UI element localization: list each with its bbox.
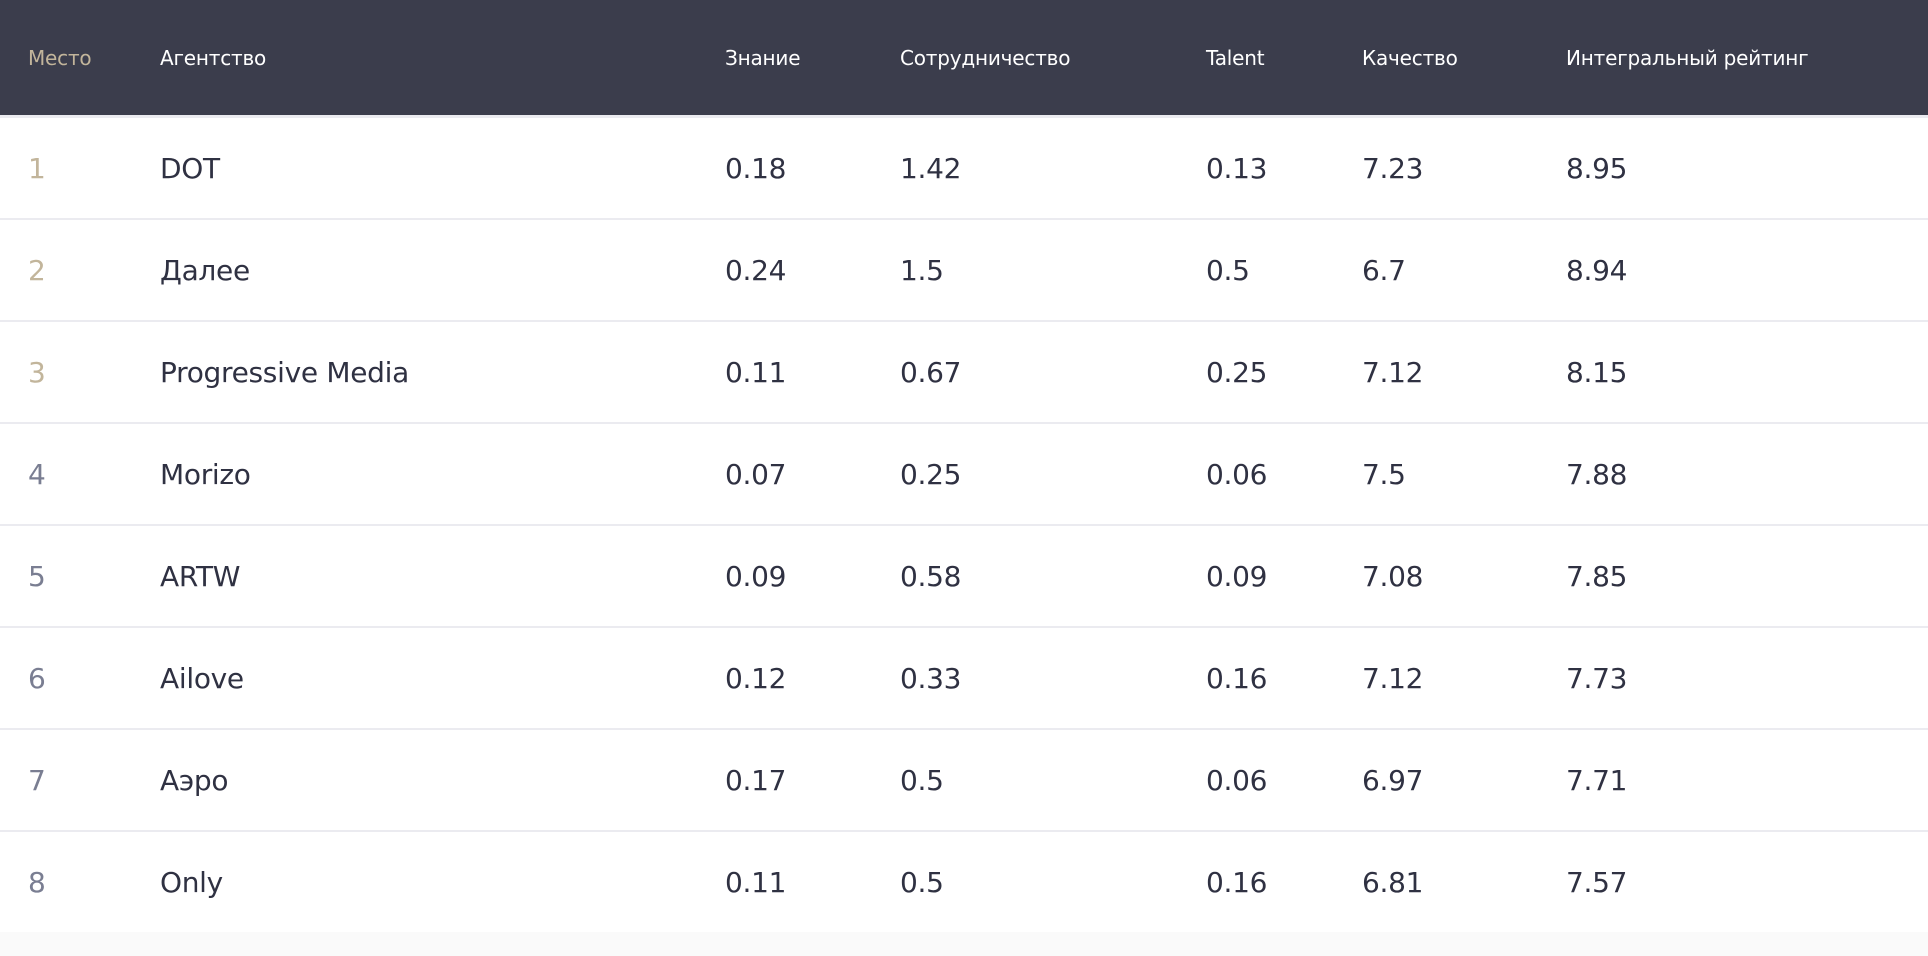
knowledge-cell: 0.11 <box>725 355 787 389</box>
table-row[interactable]: 1 DOT 0.18 1.42 0.13 7.23 8.95 <box>0 118 1928 220</box>
quality-cell: 7.23 <box>1362 151 1424 185</box>
column-header-knowledge[interactable]: Знание <box>725 45 801 70</box>
column-header-cooperation[interactable]: Сотрудничество <box>900 45 1071 70</box>
talent-cell: 0.06 <box>1206 763 1268 797</box>
table-row[interactable]: 3 Progressive Media 0.11 0.67 0.25 7.12 … <box>0 322 1928 424</box>
integral-rating-cell: 7.85 <box>1566 559 1628 593</box>
quality-cell: 7.12 <box>1362 661 1424 695</box>
table-body: 1 DOT 0.18 1.42 0.13 7.23 8.95 2 Далее 0… <box>0 118 1928 932</box>
cooperation-cell: 0.33 <box>900 661 962 695</box>
rank-cell: 8 <box>28 865 46 899</box>
agency-cell: Only <box>160 865 223 899</box>
column-header-integral-rating[interactable]: Интегральный рейтинг <box>1566 45 1809 70</box>
integral-rating-cell: 8.94 <box>1566 253 1628 287</box>
quality-cell: 7.08 <box>1362 559 1424 593</box>
quality-cell: 7.12 <box>1362 355 1424 389</box>
integral-rating-cell: 7.88 <box>1566 457 1628 491</box>
table-row[interactable]: 8 Only 0.11 0.5 0.16 6.81 7.57 <box>0 832 1928 932</box>
quality-cell: 6.7 <box>1362 253 1406 287</box>
integral-rating-cell: 7.57 <box>1566 865 1628 899</box>
table-header: Место Агентство Знание Сотрудничество Ta… <box>0 0 1928 118</box>
integral-rating-cell: 7.73 <box>1566 661 1628 695</box>
talent-cell: 0.16 <box>1206 865 1268 899</box>
table-row[interactable]: 6 Ailove 0.12 0.33 0.16 7.12 7.73 <box>0 628 1928 730</box>
agency-cell: Morizo <box>160 457 251 491</box>
talent-cell: 0.16 <box>1206 661 1268 695</box>
integral-rating-cell: 8.15 <box>1566 355 1628 389</box>
knowledge-cell: 0.18 <box>725 151 787 185</box>
table-row[interactable]: 2 Далее 0.24 1.5 0.5 6.7 8.94 <box>0 220 1928 322</box>
column-header-quality[interactable]: Качество <box>1362 45 1458 70</box>
quality-cell: 6.97 <box>1362 763 1424 797</box>
talent-cell: 0.09 <box>1206 559 1268 593</box>
rank-cell: 7 <box>28 763 46 797</box>
agency-cell: Ailove <box>160 661 244 695</box>
column-header-talent[interactable]: Talent <box>1206 45 1265 70</box>
cooperation-cell: 1.5 <box>900 253 944 287</box>
rank-cell: 3 <box>28 355 46 389</box>
rank-cell: 2 <box>28 253 46 287</box>
knowledge-cell: 0.11 <box>725 865 787 899</box>
knowledge-cell: 0.07 <box>725 457 787 491</box>
column-header-rank[interactable]: Место <box>28 45 92 70</box>
table-row[interactable]: 7 Аэро 0.17 0.5 0.06 6.97 7.71 <box>0 730 1928 832</box>
table-row[interactable]: 5 ARTW 0.09 0.58 0.09 7.08 7.85 <box>0 526 1928 628</box>
knowledge-cell: 0.12 <box>725 661 787 695</box>
cooperation-cell: 0.67 <box>900 355 962 389</box>
talent-cell: 0.13 <box>1206 151 1268 185</box>
column-header-agency[interactable]: Агентство <box>160 45 267 70</box>
cooperation-cell: 1.42 <box>900 151 962 185</box>
rank-cell: 5 <box>28 559 46 593</box>
table-row[interactable]: 4 Morizo 0.07 0.25 0.06 7.5 7.88 <box>0 424 1928 526</box>
agency-cell: Далее <box>160 253 250 287</box>
agency-cell: DOT <box>160 151 220 185</box>
ratings-table: Место Агентство Знание Сотрудничество Ta… <box>0 0 1928 932</box>
rank-cell: 6 <box>28 661 46 695</box>
knowledge-cell: 0.24 <box>725 253 787 287</box>
integral-rating-cell: 8.95 <box>1566 151 1628 185</box>
quality-cell: 7.5 <box>1362 457 1406 491</box>
cooperation-cell: 0.5 <box>900 865 944 899</box>
cooperation-cell: 0.25 <box>900 457 962 491</box>
quality-cell: 6.81 <box>1362 865 1424 899</box>
talent-cell: 0.06 <box>1206 457 1268 491</box>
knowledge-cell: 0.09 <box>725 559 787 593</box>
agency-cell: ARTW <box>160 559 241 593</box>
agency-cell: Progressive Media <box>160 355 409 389</box>
cooperation-cell: 0.58 <box>900 559 962 593</box>
cooperation-cell: 0.5 <box>900 763 944 797</box>
talent-cell: 0.5 <box>1206 253 1250 287</box>
integral-rating-cell: 7.71 <box>1566 763 1628 797</box>
knowledge-cell: 0.17 <box>725 763 787 797</box>
rank-cell: 4 <box>28 457 46 491</box>
talent-cell: 0.25 <box>1206 355 1268 389</box>
agency-cell: Аэро <box>160 763 229 797</box>
rank-cell: 1 <box>28 151 46 185</box>
